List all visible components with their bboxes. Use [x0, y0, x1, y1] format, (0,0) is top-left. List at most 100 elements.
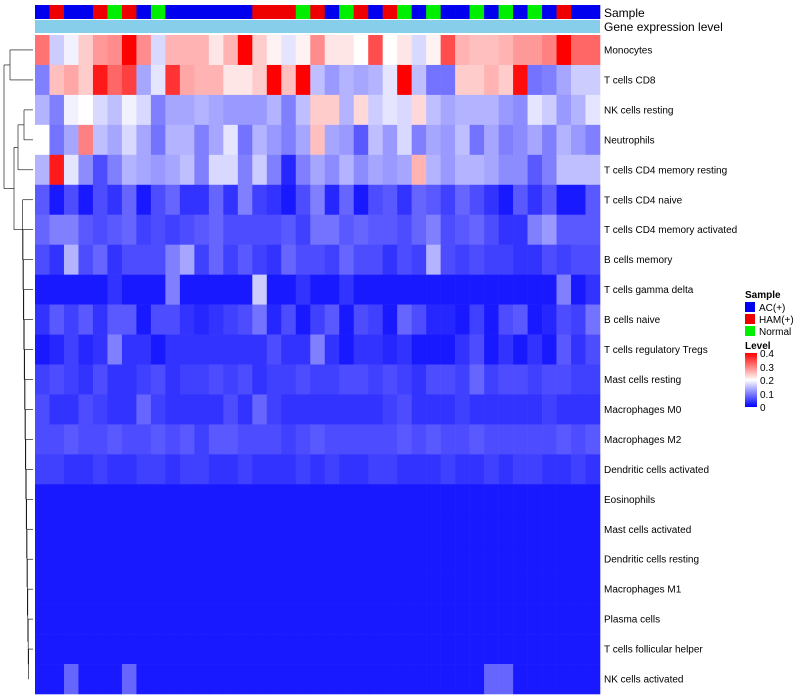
heatmap-cell	[440, 214, 456, 245]
heatmap-cell	[150, 544, 166, 575]
heatmap-cell	[107, 184, 123, 216]
heatmap-cell	[411, 35, 427, 66]
heatmap-cell	[78, 664, 94, 695]
heatmap-cell	[310, 244, 326, 275]
heatmap-cell	[107, 424, 123, 455]
heatmap-cell	[484, 424, 499, 455]
heatmap-cell	[223, 664, 239, 695]
heatmap-cell	[339, 154, 355, 186]
heatmap-cell	[121, 454, 137, 485]
heatmap-cell	[310, 634, 326, 665]
heatmap-cell	[440, 35, 456, 66]
heatmap-cell	[208, 334, 224, 365]
heatmap-cell	[498, 514, 514, 545]
heatmap-cell	[150, 424, 166, 455]
heatmap-cell	[455, 484, 470, 515]
heatmap-cell	[252, 244, 268, 275]
heatmap-cell	[136, 214, 152, 245]
heatmap-cell	[382, 664, 398, 695]
heatmap-cell	[35, 214, 50, 245]
heatmap-cell	[92, 184, 108, 216]
heatmap-cell	[281, 364, 297, 395]
heatmap-cell	[281, 154, 297, 186]
heatmap-cell	[63, 664, 79, 695]
heatmap-cell	[382, 484, 398, 515]
heatmap-cell	[469, 154, 485, 186]
heatmap-cell	[295, 274, 311, 305]
heatmap-cell	[121, 274, 137, 305]
heatmap-cell	[498, 244, 514, 275]
heatmap-cell	[92, 364, 108, 395]
heatmap-cell	[411, 244, 427, 275]
heatmap-cell	[165, 424, 181, 455]
heatmap-cell	[556, 64, 572, 96]
heatmap-cell	[165, 514, 181, 545]
heatmap-cell	[194, 244, 210, 275]
sample-bar-cell	[469, 5, 485, 19]
heatmap-cell	[324, 424, 340, 455]
heatmap-cell	[411, 604, 427, 635]
heatmap-cell	[194, 604, 210, 635]
heatmap-cell	[353, 544, 369, 575]
heatmap-cell	[237, 574, 253, 605]
heatmap-cell	[542, 574, 557, 605]
heatmap-cell	[556, 514, 572, 545]
heatmap-cell	[469, 184, 485, 216]
heatmap-cell	[513, 544, 528, 575]
heatmap-cell	[556, 334, 572, 365]
heatmap-cell	[585, 604, 601, 635]
heatmap-cell	[397, 634, 412, 665]
heatmap-cell	[513, 514, 528, 545]
heatmap-cell	[397, 64, 412, 96]
heatmap-cell	[165, 244, 181, 275]
heatmap-cell	[368, 304, 383, 335]
heatmap-cell	[484, 334, 499, 365]
heatmap-cell	[107, 334, 123, 365]
heatmap-cell	[513, 154, 528, 186]
heatmap-cell	[542, 274, 557, 305]
heatmap-cell	[513, 364, 528, 395]
heatmap-cell	[121, 94, 137, 126]
heatmap-cell	[78, 484, 94, 515]
heatmap-cell	[571, 244, 586, 275]
heatmap-cell	[35, 394, 50, 425]
heatmap-cell	[165, 454, 181, 485]
heatmap-cell	[469, 244, 485, 275]
heatmap-cell	[121, 544, 137, 575]
heatmap-cell	[194, 424, 210, 455]
heatmap-cell	[411, 484, 427, 515]
heatmap-cell	[49, 154, 65, 186]
heatmap-cell	[455, 544, 470, 575]
heatmap-cell	[353, 304, 369, 335]
heatmap-cell	[527, 94, 543, 126]
heatmap-cell	[107, 484, 123, 515]
heatmap-cell	[382, 574, 398, 605]
heatmap-cell	[179, 484, 195, 515]
heatmap-cell	[411, 514, 427, 545]
heatmap-cell	[571, 574, 586, 605]
heatmap-cell	[484, 124, 499, 156]
heatmap-cell	[179, 544, 195, 575]
heatmap-cell	[49, 334, 65, 365]
heatmap-cell	[469, 424, 485, 455]
sample-bar-cell	[107, 5, 123, 19]
sample-bar-cell	[513, 5, 528, 19]
heatmap-cell	[339, 244, 355, 275]
heatmap-cell	[339, 424, 355, 455]
heatmap-cell	[208, 214, 224, 245]
sample-bar-cell	[281, 5, 297, 19]
heatmap-cell	[426, 214, 441, 245]
heatmap-cell	[527, 35, 543, 66]
heatmap-cell	[150, 304, 166, 335]
heatmap-cell	[35, 304, 50, 335]
heatmap-cell	[368, 124, 383, 156]
heatmap-cell	[92, 244, 108, 275]
heatmap-cell	[527, 454, 543, 485]
heatmap-cell	[585, 484, 601, 515]
sample-bar-cell	[63, 5, 79, 19]
heatmap-cell	[78, 514, 94, 545]
heatmap-cell	[295, 664, 311, 695]
sample-bar-cell	[194, 5, 210, 19]
heatmap-cell	[542, 124, 557, 156]
heatmap-cell	[49, 35, 65, 66]
